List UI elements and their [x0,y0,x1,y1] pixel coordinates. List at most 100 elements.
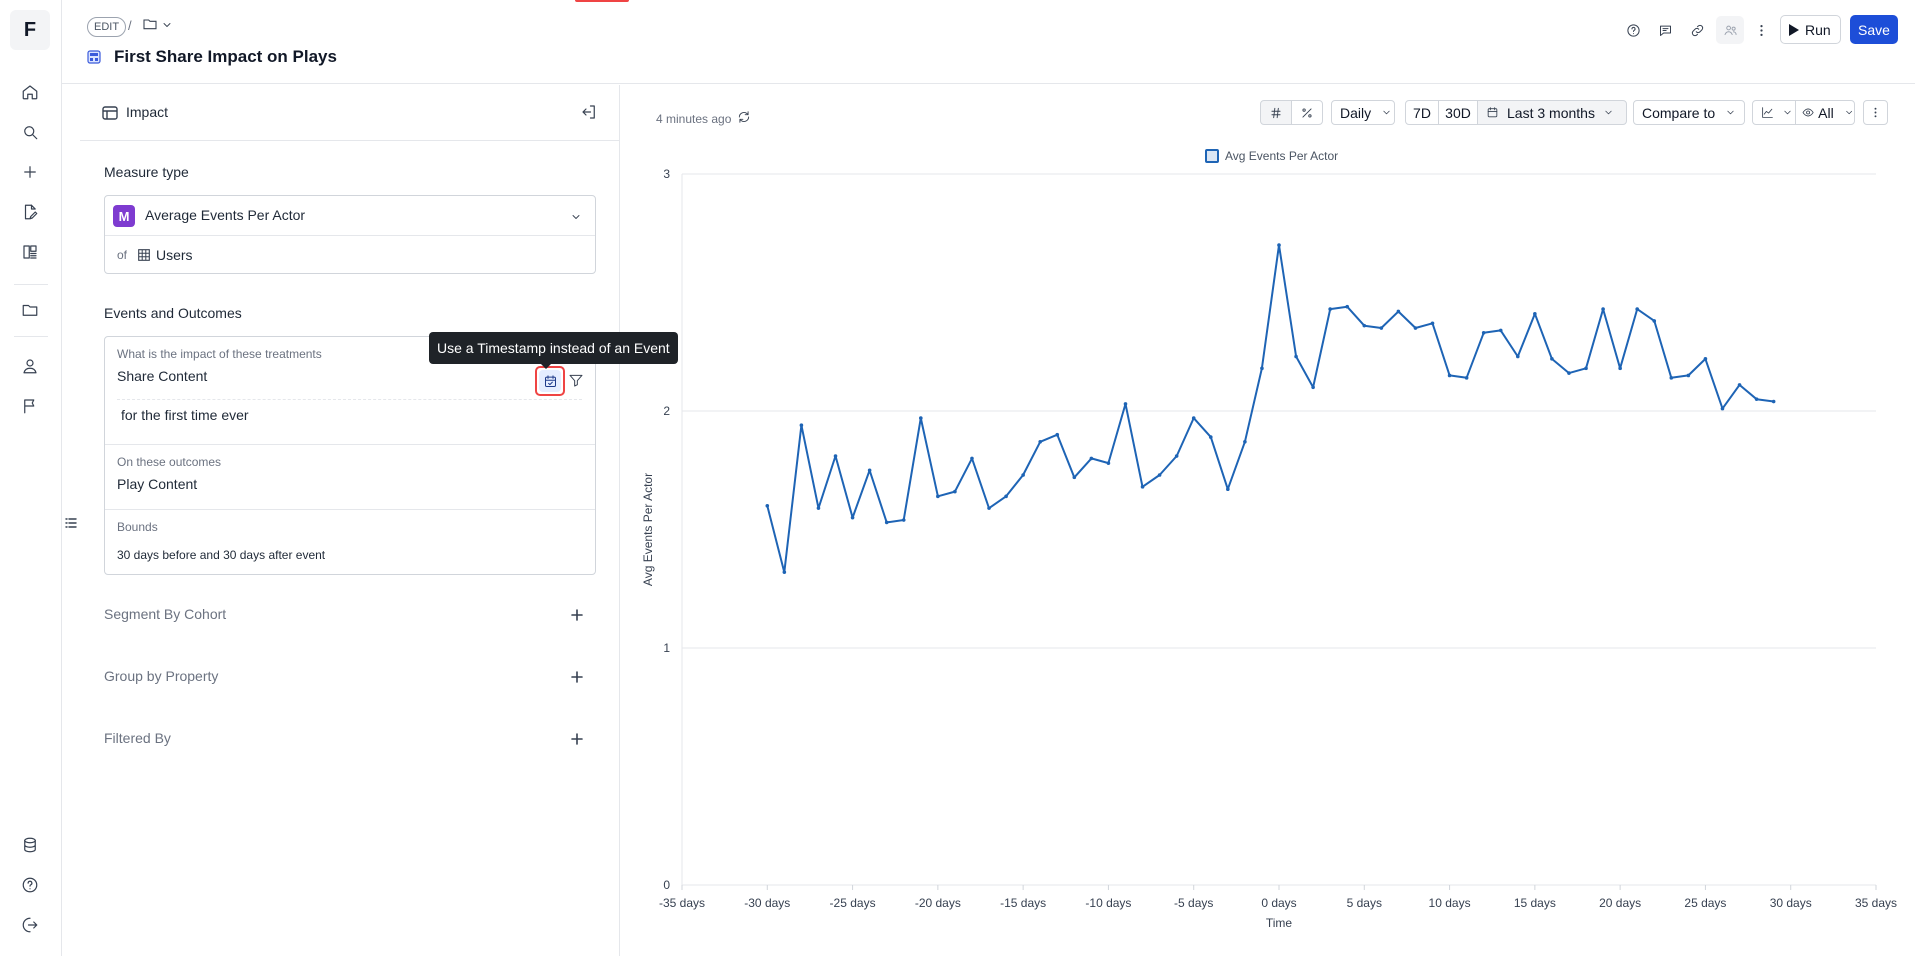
chevron-down-icon [570,210,582,222]
x-tick-label: -15 days [1000,896,1046,910]
data-point [1277,243,1281,247]
series-line [766,244,1774,574]
save-button[interactable]: Save [1850,15,1898,44]
share-users-icon[interactable] [1716,16,1744,44]
number-format-button[interactable] [1260,100,1292,125]
run-button[interactable]: Run [1780,15,1841,44]
granularity-select[interactable]: Daily [1331,100,1395,125]
edit-badge[interactable]: EDIT [87,17,127,37]
filter-icon[interactable] [568,372,586,390]
group-by-property-heading[interactable]: Group by Property [104,668,219,684]
data-point [987,506,991,510]
hash-icon [1271,107,1281,118]
data-point [1157,473,1162,477]
more-vertical-icon[interactable] [1749,18,1773,42]
section-divider [105,509,595,510]
line-chart: 0 1 2 3 -35 days -30 days -25 days -20 days -15 … [641,167,1897,930]
chart-more-button[interactable] [1863,100,1888,125]
segment-by-cohort-heading[interactable]: Segment By Cohort [104,606,227,622]
folder-icon [143,19,157,30]
treatment-divider [117,399,582,400]
data-point [1754,397,1759,401]
of-entity-row[interactable]: of Users [105,236,595,274]
bounds-value[interactable]: 30 days before and 30 days after event [117,548,326,562]
chevron-down-icon [1605,110,1612,115]
chevron-down-icon [1784,110,1791,115]
edit-file-icon[interactable] [15,197,45,227]
data-point [1618,366,1622,371]
dashboard-icon[interactable] [15,237,45,267]
filtered-by-heading[interactable]: Filtered By [104,730,171,746]
add-segment-icon[interactable] [571,608,585,622]
database-icon[interactable] [15,830,45,860]
link-icon[interactable] [1685,18,1709,42]
x-tick-label: -35 days [659,896,705,910]
outcomes-label: On these outcomes [117,455,222,469]
data-point [1123,402,1128,406]
chevron-down-icon [161,18,173,30]
range-7d-button[interactable]: 7D [1405,100,1439,125]
x-tick-label: 25 days [1684,896,1726,910]
add-group-icon[interactable] [571,670,585,684]
app-logo[interactable]: F [10,10,50,50]
chart-type-select[interactable] [1752,100,1796,125]
date-range-select[interactable]: Last 3 months [1477,100,1627,125]
comment-icon[interactable] [1653,18,1677,42]
data-point [901,518,906,522]
breadcrumb-folder[interactable] [142,16,173,32]
outcome-event[interactable]: Play Content [117,476,198,492]
data-point [1720,406,1725,411]
data-point [816,506,821,510]
compare-to-select[interactable]: Compare to [1633,100,1745,125]
help-icon[interactable] [1621,18,1645,42]
y-tick-label: 1 [663,641,670,655]
rail-divider [14,284,48,285]
data-point [1021,473,1025,477]
data-point [919,416,923,420]
search-icon[interactable] [15,117,45,147]
list-icon[interactable] [65,516,79,530]
date-range-value: Last 3 months [1507,104,1595,121]
range-30d-button[interactable]: 30D [1438,100,1478,125]
percent-format-button[interactable] [1291,100,1323,125]
use-timestamp-button[interactable] [535,366,565,396]
chevron-down-icon [1727,110,1734,115]
eye-icon [1802,108,1814,117]
percent-icon [1302,107,1312,118]
more-vertical-icon [1874,107,1877,118]
collapse-panel-icon[interactable] [580,103,600,123]
home-icon[interactable] [15,77,45,107]
data-point [1294,354,1298,359]
data-point [1550,357,1554,361]
flag-icon[interactable] [15,391,45,421]
data-point [1345,304,1350,309]
add-filter-icon[interactable] [571,732,585,746]
granularity-value: Daily [1340,104,1372,121]
data-point [1379,326,1384,330]
logout-icon[interactable] [15,910,45,940]
folder-icon[interactable] [15,295,45,325]
legend-label: Avg Events Per Actor [1225,149,1339,163]
x-tick-label: -5 days [1174,896,1213,910]
chevron-down-icon [1383,110,1390,115]
page-title[interactable]: First Share Impact on Plays [114,47,337,66]
compare-to-label: Compare to [1642,104,1716,121]
data-point [1072,475,1077,480]
help-icon[interactable] [15,870,45,900]
query-panel: Impact Measure type M Average Events Per… [80,85,620,956]
treatment-event[interactable]: Share Content [117,368,208,384]
x-tick-label: 15 days [1514,896,1556,910]
user-icon[interactable] [15,351,45,381]
refresh-icon[interactable] [737,110,753,126]
x-tick-label: 30 days [1770,896,1812,910]
impact-icon [102,106,118,120]
chart-legend[interactable]: Avg Events Per Actor [1205,149,1338,163]
data-point [1737,383,1742,387]
timestamp-tooltip: Use a Timestamp instead of an Event [429,332,678,369]
plus-icon[interactable] [15,157,45,187]
x-tick-label: 5 days [1347,896,1382,910]
visibility-select[interactable]: All [1795,100,1855,125]
y-tick-label: 3 [663,167,670,181]
measure-select[interactable]: M Average Events Per Actor [105,196,595,236]
treatment-qualifier[interactable]: for the first time ever [121,407,249,423]
